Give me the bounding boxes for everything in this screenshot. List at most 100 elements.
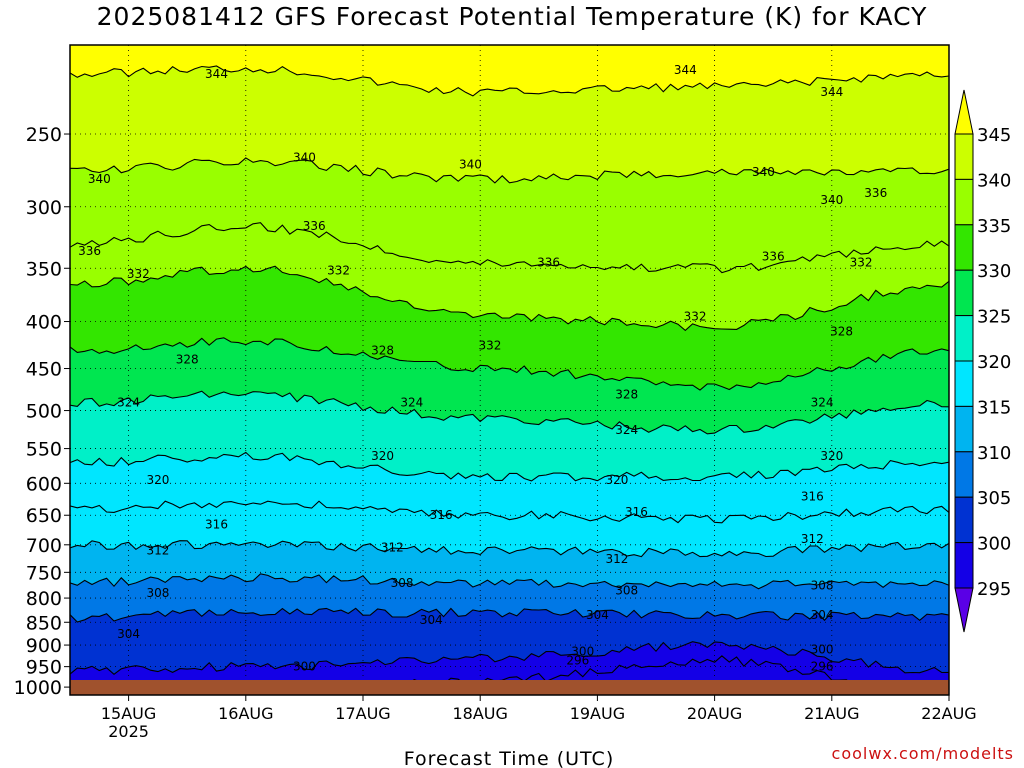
y-tick-label-600: 600 — [26, 473, 62, 495]
y-tick-label-450: 450 — [26, 359, 62, 381]
contour-label-324: 324 — [811, 396, 834, 410]
contour-label-324: 324 — [117, 396, 140, 410]
colorbar-band-315 — [954, 360, 974, 407]
credit-text: coolwx.com/modelts — [831, 744, 1014, 763]
x-tick-label-18AUG: 18AUG — [452, 704, 507, 723]
contour-label-340: 340 — [88, 172, 111, 186]
colorbar-top-arrow — [954, 89, 974, 135]
colorbar-band-340 — [954, 133, 974, 180]
plot-frame — [69, 44, 950, 696]
contour-label-304: 304 — [420, 613, 443, 627]
contour-label-320: 320 — [820, 449, 843, 463]
contour-label-316: 316 — [430, 508, 453, 522]
contour-label-324: 324 — [400, 396, 423, 410]
contour-label-308: 308 — [391, 576, 414, 590]
contour-line-340 — [70, 157, 949, 184]
contour-line-312 — [70, 540, 949, 558]
colorbar-band-320 — [954, 315, 974, 362]
contour-label-332: 332 — [684, 310, 707, 324]
contour-label-308: 308 — [146, 586, 169, 600]
contour-label-340: 340 — [459, 158, 482, 172]
x-tick-label-20AUG: 20AUG — [687, 704, 742, 723]
y-tick-label-400: 400 — [26, 312, 62, 334]
contour-label-332: 332 — [327, 264, 350, 278]
contour-label-312: 312 — [146, 543, 169, 557]
colorbar-band-300 — [954, 496, 974, 544]
contour-label-324: 324 — [615, 423, 638, 437]
contour-label-336: 336 — [537, 256, 560, 270]
y-tick-label-950: 950 — [26, 657, 62, 679]
pressure-axis: 2503003504004505005506006507007508008509… — [14, 124, 70, 699]
y-tick-label-800: 800 — [26, 588, 62, 610]
x-tick-label-21AUG: 21AUG — [804, 704, 859, 723]
y-tick-label-700: 700 — [26, 535, 62, 557]
colorbar-band-310 — [954, 405, 974, 453]
contour-label-304: 304 — [117, 627, 140, 641]
contour-label-344: 344 — [205, 67, 228, 81]
contour-label-312: 312 — [381, 541, 404, 555]
x-tick-label-22AUG: 22AUG — [921, 704, 976, 723]
colorbar-label-305: 305 — [977, 488, 1011, 509]
colorbar-bottom-arrow — [954, 587, 974, 633]
contour-label-312: 312 — [605, 552, 628, 566]
contour-label-336: 336 — [864, 186, 887, 200]
x-axis-label: Forecast Time (UTC) — [404, 748, 614, 768]
contour-line-308 — [70, 573, 949, 590]
ground-surface — [70, 680, 949, 695]
contour-label-296: 296 — [566, 653, 589, 667]
colorbar-label-300: 300 — [977, 534, 1011, 555]
colorbar-label-310: 310 — [977, 443, 1011, 464]
y-tick-label-300: 300 — [26, 197, 62, 219]
y-tick-label-750: 750 — [26, 562, 62, 584]
contour-label-336: 336 — [303, 219, 326, 233]
colorbar-label-345: 345 — [977, 125, 1011, 146]
contour-line-328 — [70, 337, 949, 391]
x-tick-label-19AUG: 19AUG — [570, 704, 625, 723]
contour-label-320: 320 — [371, 449, 394, 463]
colorbar-label-295: 295 — [977, 579, 1011, 600]
contour-label-328: 328 — [371, 343, 394, 357]
contour-label-300: 300 — [811, 642, 834, 656]
y-tick-label-250: 250 — [26, 124, 62, 146]
contour-line-336 — [70, 222, 949, 274]
contour-label-344: 344 — [674, 63, 697, 77]
contour-line-316 — [70, 500, 949, 524]
contour-label-296: 296 — [811, 660, 834, 674]
colorbar-label-335: 335 — [977, 216, 1011, 237]
band-fill-below-296 — [70, 655, 949, 680]
contour-label-332: 332 — [127, 267, 150, 281]
colorbar-label-325: 325 — [977, 307, 1011, 328]
x-tick-label-15AUG: 15AUG — [101, 704, 156, 723]
contour-line-304 — [70, 607, 949, 623]
colorbar-label-320: 320 — [977, 352, 1011, 373]
contour-label-336: 336 — [762, 250, 785, 264]
contour-line-344 — [70, 65, 949, 97]
contour-label-316: 316 — [205, 517, 228, 531]
colorbar-band-295 — [954, 542, 974, 589]
contour-label-320: 320 — [605, 473, 628, 487]
y-tick-label-500: 500 — [26, 401, 62, 423]
y-tick-label-550: 550 — [26, 439, 62, 461]
y-tick-label-650: 650 — [26, 505, 62, 527]
contour-line-324 — [70, 390, 949, 435]
colorbar-band-335 — [954, 178, 974, 226]
contour-line-320 — [70, 451, 949, 482]
contour-label-344: 344 — [820, 85, 843, 99]
contour-label-332: 332 — [479, 339, 502, 353]
contour-label-328: 328 — [830, 324, 853, 338]
colorbar: 345 340 335 330 325 320 315 310 305 300 295 — [954, 89, 1011, 633]
theta-contour-lines — [70, 65, 949, 680]
contour-label-328: 328 — [176, 353, 199, 367]
colorbar-label-330: 330 — [977, 261, 1011, 282]
colorbar-label-340: 340 — [977, 170, 1011, 191]
contour-label-300: 300 — [571, 645, 594, 659]
colorbar-label-315: 315 — [977, 397, 1011, 418]
x-tick-label-17AUG: 17AUG — [335, 704, 390, 723]
contour-line-332 — [70, 265, 949, 332]
y-tick-label-350: 350 — [26, 258, 62, 280]
theta-color-fill — [70, 45, 949, 680]
contour-label-320: 320 — [146, 473, 169, 487]
contour-line-300 — [70, 641, 949, 676]
